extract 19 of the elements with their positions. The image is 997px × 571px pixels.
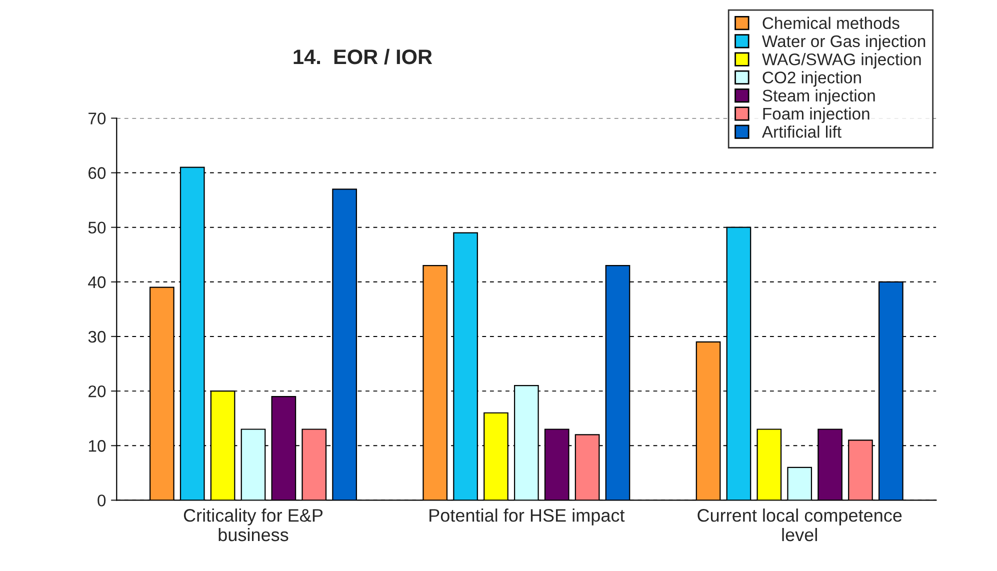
legend-label: CO2 injection — [762, 71, 861, 87]
x-tick-label: Potential for HSE impact — [430, 508, 625, 526]
legend-label: Artificial lift — [762, 126, 842, 138]
y-tick-label: 70 — [88, 112, 106, 124]
legend-label: Chemical methods — [762, 16, 900, 30]
legend-label: Foam injection — [763, 107, 870, 123]
y-tick-label: 0 — [98, 494, 106, 506]
legend-label: Steam injection — [762, 89, 875, 105]
y-tick-label: 10 — [88, 440, 106, 452]
legend-label: WAG/SWAG injection — [762, 53, 921, 69]
y-tick-label: 30 — [88, 330, 106, 343]
x-tick-label: Criticality for E&P business — [184, 508, 323, 542]
y-tick-label: 20 — [88, 385, 106, 398]
chart-title: 14. EOR / IOR — [294, 48, 432, 64]
y-tick-label: 40 — [88, 276, 106, 288]
legend-label: Water or Gas injection — [762, 34, 926, 50]
y-tick-label: 60 — [88, 167, 106, 179]
x-tick-label: Current local competence level — [698, 508, 902, 542]
y-tick-label: 50 — [88, 222, 106, 234]
